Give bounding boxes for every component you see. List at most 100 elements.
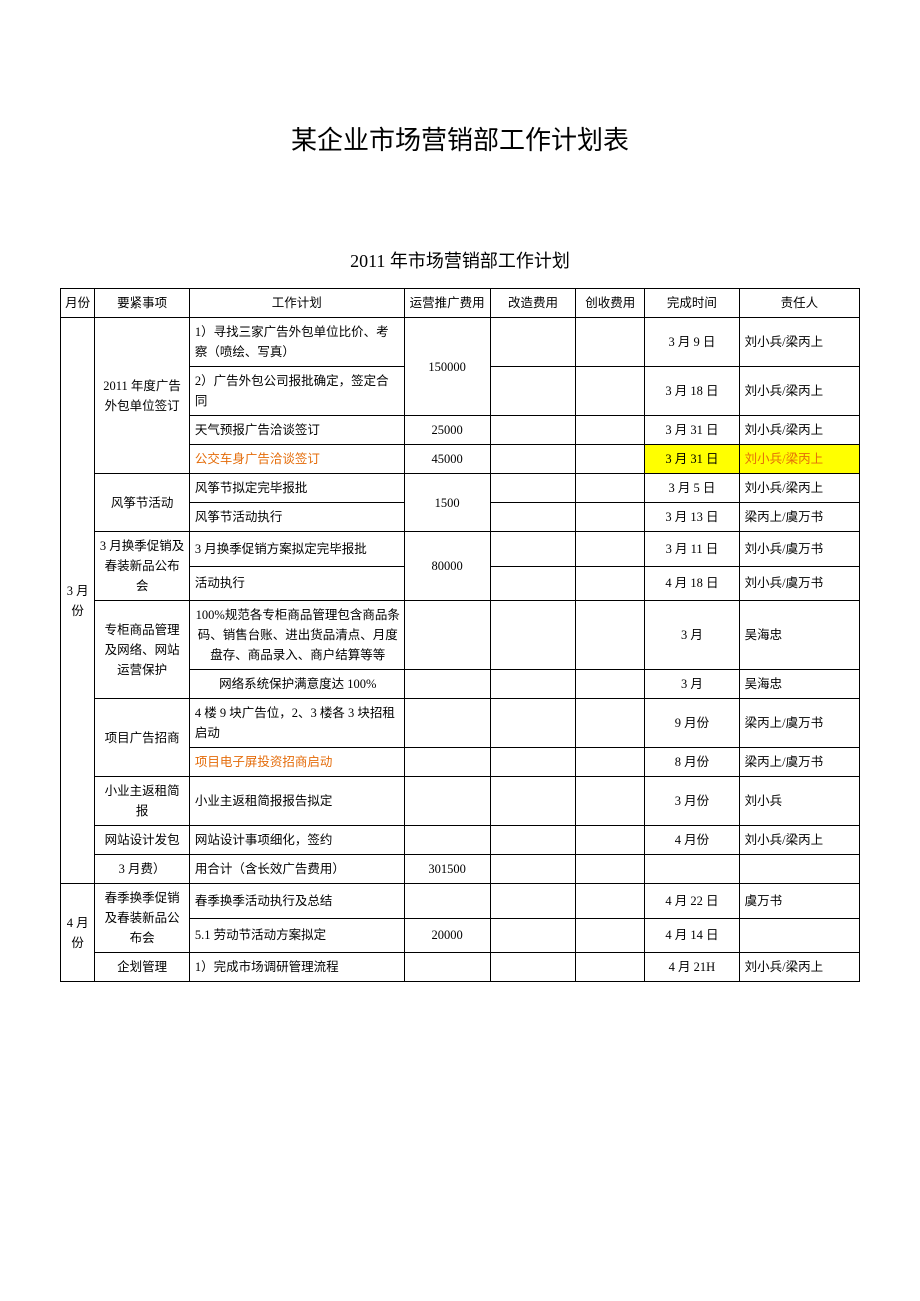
item-cell: 小业主返租简报: [95, 777, 189, 826]
date-cell: 9 月份: [645, 699, 739, 748]
cost-cell: [490, 699, 576, 748]
cost-cell: [576, 953, 645, 982]
date-cell: 4 月份: [645, 826, 739, 855]
owner-cell: 梁丙上/虞万书: [739, 748, 859, 777]
cost-cell: 45000: [404, 445, 490, 474]
owner-cell: 吴海忠: [739, 670, 859, 699]
cost-cell: [404, 670, 490, 699]
plan-cell: 用合计（含长效广告费用）: [189, 855, 404, 884]
cost-cell: [490, 416, 576, 445]
plan-cell: 5.1 劳动节活动方案拟定: [189, 918, 404, 953]
item-cell: 风筝节活动: [95, 474, 189, 532]
cost-cell: [490, 826, 576, 855]
cost-cell: 301500: [404, 855, 490, 884]
main-title: 某企业市场营销部工作计划表: [60, 120, 860, 157]
owner-cell: 刘小兵/梁丙上: [739, 445, 859, 474]
cost-cell: [576, 474, 645, 503]
plan-cell: 天气预报广告洽谈签订: [189, 416, 404, 445]
cost-cell: [490, 474, 576, 503]
cost-cell: [576, 699, 645, 748]
cost-cell: 80000: [404, 532, 490, 601]
cost-cell: [490, 918, 576, 953]
cost-cell: [576, 748, 645, 777]
table-row: 4 月份 春季换季促销及春装新品公布会 春季换季活动执行及总结 4 月 22 日…: [61, 884, 860, 919]
cost-cell: [490, 318, 576, 367]
cost-cell: [576, 503, 645, 532]
table-row: 专柜商品管理及网络、网站运营保护 100%规范各专柜商品管理包含商品条码、销售台…: [61, 601, 860, 670]
cost-cell: [404, 777, 490, 826]
plan-cell: 1）完成市场调研管理流程: [189, 953, 404, 982]
cost-cell: [404, 748, 490, 777]
cost-cell: [576, 532, 645, 567]
date-cell: 3 月份: [645, 777, 739, 826]
table-row: 小业主返租简报 小业主返租简报报告拟定 3 月份 刘小兵: [61, 777, 860, 826]
table-row: 风筝节活动 风筝节拟定完毕报批 1500 3 月 5 日 刘小兵/梁丙上: [61, 474, 860, 503]
cost-cell: [490, 566, 576, 601]
date-cell: [645, 855, 739, 884]
cost-cell: [576, 855, 645, 884]
header-date: 完成时间: [645, 289, 739, 318]
header-month: 月份: [61, 289, 95, 318]
date-cell: 3 月 13 日: [645, 503, 739, 532]
table-header-row: 月份 要紧事项 工作计划 运营推广费用 改造费用 创收费用 完成时间 责任人: [61, 289, 860, 318]
item-cell: 2011 年度广告外包单位签订: [95, 318, 189, 474]
table-row: 网站设计发包 网站设计事项细化，签约 4 月份 刘小兵/梁丙上: [61, 826, 860, 855]
cost-cell: [490, 748, 576, 777]
header-cost2: 改造费用: [490, 289, 576, 318]
item-cell: 网站设计发包: [95, 826, 189, 855]
cost-cell: [576, 566, 645, 601]
plan-cell: 2）广告外包公司报批确定，签定合同: [189, 367, 404, 416]
item-cell: 企划管理: [95, 953, 189, 982]
plan-cell: 项目电子屏投资招商启动: [189, 748, 404, 777]
month-cell: 3 月份: [61, 318, 95, 884]
cost-cell: [576, 445, 645, 474]
item-cell: 专柜商品管理及网络、网站运营保护: [95, 601, 189, 699]
owner-cell: 刘小兵/梁丙上: [739, 474, 859, 503]
cost-cell: [490, 855, 576, 884]
cost-cell: 20000: [404, 918, 490, 953]
header-plan: 工作计划: [189, 289, 404, 318]
owner-cell: 梁丙上/虞万书: [739, 503, 859, 532]
date-cell: 3 月 31 日: [645, 416, 739, 445]
date-cell: 3 月: [645, 601, 739, 670]
date-cell: 3 月 5 日: [645, 474, 739, 503]
cost-cell: [576, 670, 645, 699]
header-owner: 责任人: [739, 289, 859, 318]
date-cell: 3 月 11 日: [645, 532, 739, 567]
cost-cell: [576, 918, 645, 953]
plan-cell: 风筝节拟定完毕报批: [189, 474, 404, 503]
plan-cell: 公交车身广告洽谈签订: [189, 445, 404, 474]
header-cost3: 创收费用: [576, 289, 645, 318]
owner-cell: [739, 918, 859, 953]
owner-cell: 梁丙上/虞万书: [739, 699, 859, 748]
cost-cell: [490, 953, 576, 982]
header-cost1: 运营推广费用: [404, 289, 490, 318]
date-cell: 4 月 22 日: [645, 884, 739, 919]
table-row: 3 月份 2011 年度广告外包单位签订 1）寻找三家广告外包单位比价、考察（喷…: [61, 318, 860, 367]
table-row: 3 月费） 用合计（含长效广告费用） 301500: [61, 855, 860, 884]
header-item: 要紧事项: [95, 289, 189, 318]
table-row: 企划管理 1）完成市场调研管理流程 4 月 21H 刘小兵/梁丙上: [61, 953, 860, 982]
item-cell: 春季换季促销及春装新品公布会: [95, 884, 189, 953]
owner-cell: 吴海忠: [739, 601, 859, 670]
cost-cell: [576, 826, 645, 855]
item-cell: 项目广告招商: [95, 699, 189, 777]
cost-cell: [404, 953, 490, 982]
table-row: 3 月换季促销及春装新品公布会 3 月换季促销方案拟定完毕报批 80000 3 …: [61, 532, 860, 567]
item-cell: 3 月换季促销及春装新品公布会: [95, 532, 189, 601]
plan-cell: 网络系统保护满意度达 100%: [189, 670, 404, 699]
cost-cell: [490, 884, 576, 919]
date-cell: 4 月 14 日: [645, 918, 739, 953]
cost-cell: [576, 367, 645, 416]
cost-cell: [490, 777, 576, 826]
plan-cell: 100%规范各专柜商品管理包含商品条码、销售台账、进出货品清点、月度盘存、商品录…: [189, 601, 404, 670]
plan-cell: 3 月换季促销方案拟定完毕报批: [189, 532, 404, 567]
cost-cell: [576, 318, 645, 367]
cost-cell: [490, 367, 576, 416]
cost-cell: [404, 884, 490, 919]
plan-cell: 4 楼 9 块广告位，2、3 楼各 3 块招租启动: [189, 699, 404, 748]
plan-cell: 网站设计事项细化，签约: [189, 826, 404, 855]
owner-cell: 刘小兵/梁丙上: [739, 318, 859, 367]
date-cell: 4 月 21H: [645, 953, 739, 982]
owner-cell: 刘小兵/虞万书: [739, 532, 859, 567]
